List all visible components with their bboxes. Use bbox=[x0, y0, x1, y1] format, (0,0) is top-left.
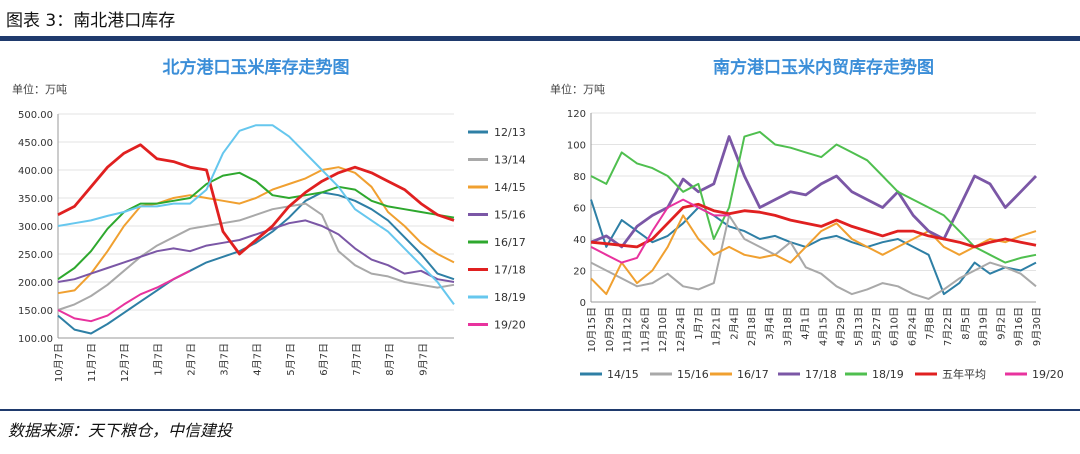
legend-label: 14/15 bbox=[494, 181, 526, 194]
series-line-15-16 bbox=[57, 219, 455, 283]
x-tick-label: 4月1日 bbox=[800, 307, 812, 340]
series-line-14-15 bbox=[590, 199, 1037, 296]
legend-label: 13/14 bbox=[494, 154, 526, 167]
series-line-17-18 bbox=[590, 135, 1038, 249]
series-line-17-18 bbox=[57, 143, 455, 256]
header-divider bbox=[0, 36, 1080, 41]
series-line-19-20 bbox=[590, 198, 730, 264]
legend-label: 14/15 bbox=[607, 368, 639, 381]
legend-label: 12/13 bbox=[494, 126, 526, 139]
legend-label: 16/17 bbox=[737, 368, 769, 381]
x-tick-label: 1月7日 bbox=[152, 343, 164, 376]
x-tick-label: 5月13日 bbox=[853, 307, 865, 346]
legend-label: 17/18 bbox=[494, 264, 526, 277]
y-tick-label: 450.00 bbox=[18, 138, 53, 149]
x-tick-label: 12月7日 bbox=[119, 343, 131, 382]
x-tick-label: 8月5日 bbox=[960, 307, 972, 340]
x-tick-label: 8月7日 bbox=[384, 343, 396, 376]
x-tick-label: 7月7日 bbox=[351, 343, 363, 376]
legend-label: 19/20 bbox=[494, 319, 526, 332]
series-line-16-17 bbox=[590, 214, 1037, 296]
x-tick-label: 9月30日 bbox=[1031, 307, 1043, 346]
x-tick-label: 2月4日 bbox=[728, 307, 740, 340]
x-tick-label: 8月19日 bbox=[978, 307, 990, 346]
unit-label: 单位：万吨 bbox=[12, 82, 67, 96]
series-line-13-14 bbox=[57, 202, 455, 311]
x-tick-label: 4月29日 bbox=[835, 307, 847, 346]
x-tick-label: 4月15日 bbox=[817, 307, 829, 346]
x-tick-label: 1月21日 bbox=[711, 307, 723, 346]
x-tick-label: 6月7日 bbox=[318, 343, 330, 376]
y-tick-label: 200.00 bbox=[18, 278, 53, 289]
series-line-15-16 bbox=[590, 214, 1037, 300]
y-tick-label: 80 bbox=[573, 172, 586, 183]
x-tick-label: 11月7日 bbox=[86, 343, 98, 382]
x-tick-label: 11月12日 bbox=[622, 307, 634, 352]
y-tick-label: 250.00 bbox=[18, 250, 53, 261]
x-tick-label: 1月7日 bbox=[693, 307, 705, 340]
x-tick-label: 7月22日 bbox=[942, 307, 954, 346]
legend-label: 18/19 bbox=[494, 291, 526, 304]
y-tick-label: 20 bbox=[573, 267, 586, 278]
y-tick-label: 150.00 bbox=[18, 306, 53, 317]
series-line-五年平均 bbox=[590, 202, 1037, 249]
legend-label: 15/16 bbox=[494, 209, 526, 222]
series-line-19-20 bbox=[57, 269, 191, 323]
x-tick-label: 7月8日 bbox=[924, 307, 936, 340]
footer-divider bbox=[0, 409, 1080, 411]
legend-label: 19/20 bbox=[1032, 368, 1064, 381]
y-tick-label: 500.00 bbox=[18, 110, 53, 121]
y-tick-label: 100.00 bbox=[18, 334, 53, 345]
y-tick-label: 120 bbox=[567, 109, 586, 120]
figure-title: 图表 3：南北港口库存 bbox=[6, 11, 176, 31]
x-tick-label: 12月10日 bbox=[657, 307, 669, 352]
x-tick-label: 2月7日 bbox=[185, 343, 197, 376]
legend-label: 18/19 bbox=[872, 368, 904, 381]
y-tick-label: 100 bbox=[567, 141, 586, 152]
legend-label: 16/17 bbox=[494, 236, 526, 249]
x-tick-label: 5月7日 bbox=[285, 343, 297, 376]
x-tick-label: 9月16日 bbox=[1013, 307, 1025, 346]
unit-label: 单位：万吨 bbox=[550, 82, 605, 96]
series-line-18-19 bbox=[590, 130, 1037, 264]
y-tick-label: 300.00 bbox=[18, 222, 53, 233]
data-source: 数据来源：天下粮仓，中信建投 bbox=[8, 421, 233, 440]
x-tick-label: 3月4日 bbox=[764, 307, 776, 340]
series-line-14-15 bbox=[57, 166, 455, 295]
x-tick-label: 6月10日 bbox=[889, 307, 901, 346]
x-tick-label: 3月7日 bbox=[219, 343, 231, 376]
chart-title: 南方港口玉米内贸库存走势图 bbox=[713, 57, 934, 78]
x-tick-label: 10月15日 bbox=[586, 307, 598, 352]
x-tick-label: 6月24日 bbox=[906, 307, 918, 346]
x-tick-label: 11月26日 bbox=[639, 307, 651, 352]
y-tick-label: 60 bbox=[573, 204, 586, 215]
series-line-12-13 bbox=[57, 191, 455, 335]
y-tick-label: 0 bbox=[580, 298, 586, 309]
legend-label: 17/18 bbox=[805, 368, 837, 381]
legend-label: 15/16 bbox=[677, 368, 709, 381]
x-tick-label: 10月7日 bbox=[53, 343, 65, 382]
x-tick-label: 5月27日 bbox=[871, 307, 883, 346]
x-tick-label: 3月18日 bbox=[782, 307, 794, 346]
y-tick-label: 40 bbox=[573, 235, 586, 246]
legend-label: 五年平均 bbox=[942, 367, 986, 381]
x-tick-label: 2月18日 bbox=[746, 307, 758, 346]
y-tick-label: 350.00 bbox=[18, 194, 53, 205]
chart-title: 北方港口玉米库存走势图 bbox=[163, 57, 350, 78]
x-tick-label: 12月24日 bbox=[675, 307, 687, 352]
x-tick-label: 10月29日 bbox=[604, 307, 616, 352]
series-line-18-19 bbox=[57, 124, 455, 305]
y-tick-label: 400.00 bbox=[18, 166, 53, 177]
x-tick-label: 9月7日 bbox=[417, 343, 429, 376]
x-tick-label: 4月7日 bbox=[252, 343, 264, 376]
x-tick-label: 9月2日 bbox=[995, 307, 1007, 340]
